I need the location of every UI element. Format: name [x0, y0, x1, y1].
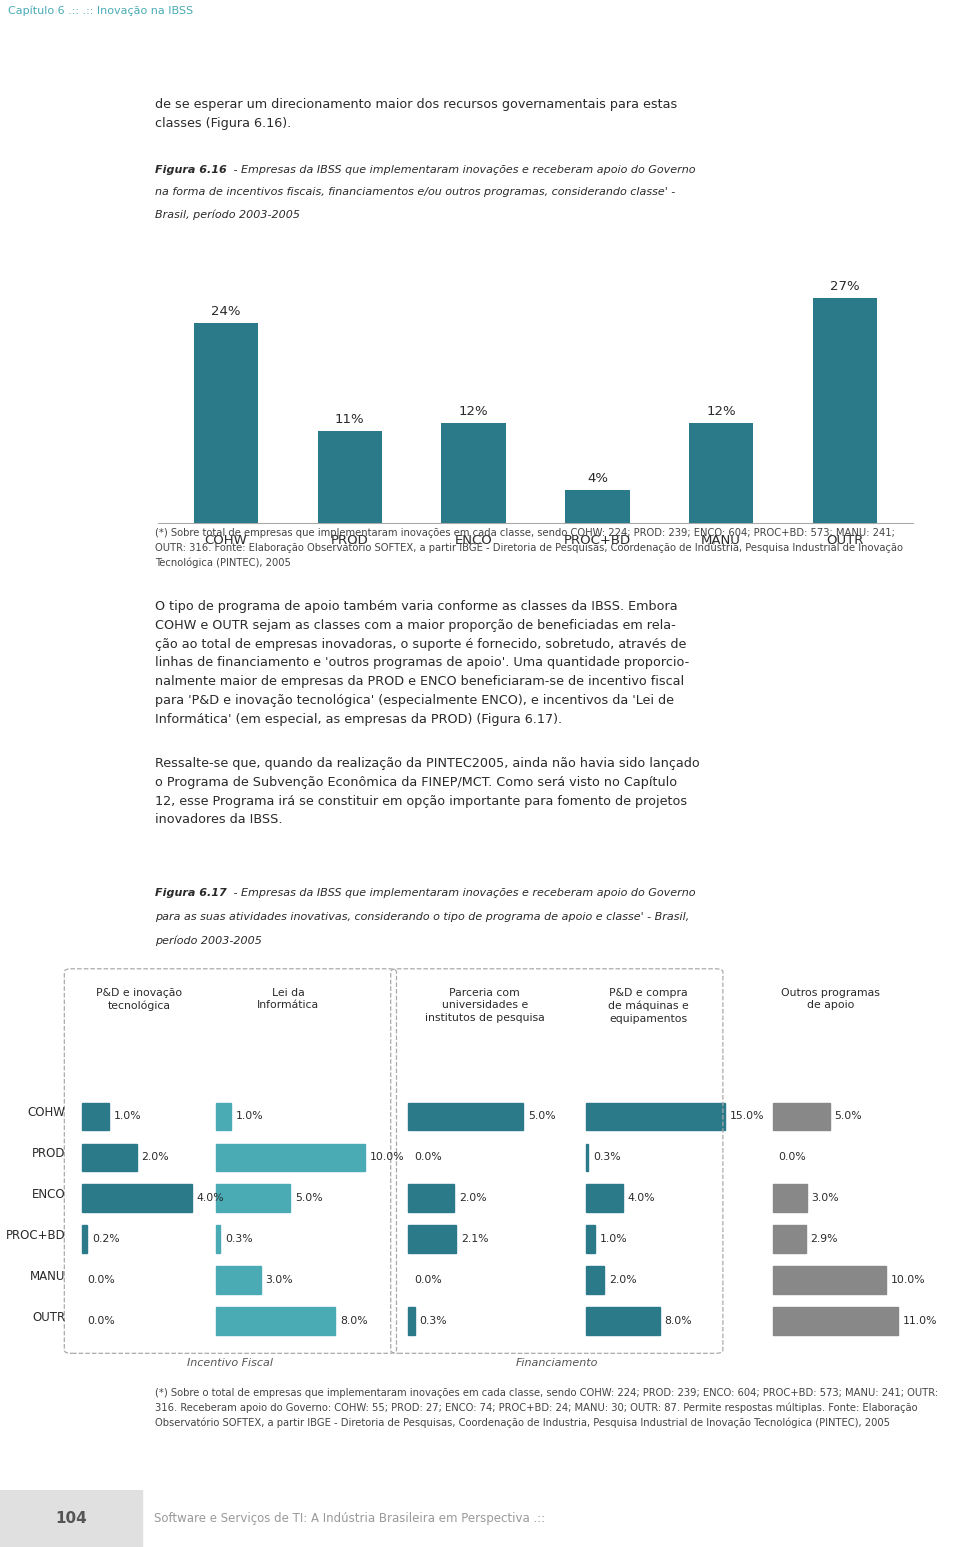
Text: Ressalte-se que, quando da realização da PINTEC2005, ainda não havia sido lançad: Ressalte-se que, quando da realização da… [155, 756, 700, 826]
Text: P&D e compra
de máquinas e
equipamentos: P&D e compra de máquinas e equipamentos [608, 987, 688, 1024]
Text: Figura 6.16: Figura 6.16 [155, 166, 227, 175]
Text: Parceria com
universidades e
institutos de pesquisa: Parceria com universidades e institutos … [425, 987, 544, 1023]
Text: 0.3%: 0.3% [593, 1153, 621, 1162]
Text: Outros programas
de apoio: Outros programas de apoio [781, 987, 879, 1010]
Bar [408, 1103, 523, 1129]
Bar [216, 1267, 260, 1293]
Text: 1.0%: 1.0% [114, 1111, 142, 1122]
Bar [216, 1103, 230, 1129]
Text: 0.0%: 0.0% [414, 1275, 442, 1286]
Text: 12%: 12% [459, 405, 489, 418]
Text: 1.0%: 1.0% [600, 1235, 627, 1244]
Text: 2.0%: 2.0% [609, 1275, 636, 1286]
Bar [216, 1143, 365, 1171]
Text: para as suas atividades inovativas, considerando o tipo de programa de apoio e c: para as suas atividades inovativas, cons… [155, 911, 689, 922]
Text: Figura 6.17: Figura 6.17 [155, 888, 227, 897]
Text: 10.0%: 10.0% [370, 1153, 404, 1162]
Text: período 2003-2005: período 2003-2005 [155, 936, 262, 947]
Bar [813, 299, 877, 523]
Text: na forma de incentivos fiscais, financiamentos e/ou outros programas, consideran: na forma de incentivos fiscais, financia… [155, 187, 675, 198]
Text: 2.9%: 2.9% [810, 1235, 838, 1244]
Text: 8.0%: 8.0% [664, 1316, 692, 1326]
Bar [773, 1267, 886, 1293]
Text: Capítulo 6 .:: .:: Inovação na IBSS: Capítulo 6 .:: .:: Inovação na IBSS [8, 6, 193, 17]
Text: P&D e inovação
tecnológica: P&D e inovação tecnológica [96, 987, 182, 1012]
Text: 8.0%: 8.0% [340, 1316, 368, 1326]
Text: 11.0%: 11.0% [902, 1316, 937, 1326]
Bar [82, 1225, 87, 1253]
Text: 2.0%: 2.0% [459, 1193, 487, 1204]
Bar [773, 1185, 806, 1211]
Text: 10.0%: 10.0% [891, 1275, 925, 1286]
Text: (*) Sobre o total de empresas que implementaram inovações em cada classe, sendo : (*) Sobre o total de empresas que implem… [155, 1388, 938, 1428]
Bar [408, 1225, 456, 1253]
Bar [586, 1267, 604, 1293]
Text: 5.0%: 5.0% [296, 1193, 323, 1204]
Text: (*) Sobre total de empresas que implementaram inovações em cada classe, sendo CO: (*) Sobre total de empresas que implemen… [155, 528, 903, 568]
Text: 0.3%: 0.3% [420, 1316, 447, 1326]
Text: COHW: COHW [28, 1106, 65, 1118]
Bar [586, 1143, 588, 1171]
Bar [773, 1225, 805, 1253]
Text: 0.0%: 0.0% [87, 1316, 115, 1326]
Text: Lei da
Informática: Lei da Informática [257, 987, 319, 1010]
Bar [689, 422, 754, 523]
Bar [586, 1103, 725, 1129]
Text: OUTR: OUTR [32, 1310, 65, 1324]
Bar [216, 1307, 335, 1335]
Text: PROC+BD: PROC+BD [6, 1228, 65, 1242]
Text: - Empresas da IBSS que implementaram inovações e receberam apoio do Governo: - Empresas da IBSS que implementaram ino… [229, 888, 695, 897]
Bar [565, 490, 630, 523]
Text: 0.0%: 0.0% [414, 1153, 442, 1162]
Bar [408, 1185, 454, 1211]
Text: 3.0%: 3.0% [811, 1193, 839, 1204]
Bar [586, 1185, 623, 1211]
Bar [442, 422, 506, 523]
Text: 5.0%: 5.0% [528, 1111, 556, 1122]
Text: 24%: 24% [211, 305, 241, 319]
Bar [586, 1225, 595, 1253]
Bar [216, 1185, 290, 1211]
Text: ENCO: ENCO [32, 1188, 65, 1200]
Bar [194, 323, 258, 523]
Text: O tipo de programa de apoio também varia conforme as classes da IBSS. Embora
COH: O tipo de programa de apoio também varia… [155, 600, 689, 726]
Bar [586, 1307, 660, 1335]
Bar [216, 1225, 221, 1253]
Bar [318, 432, 382, 523]
Text: 11%: 11% [335, 413, 365, 427]
Text: 4.0%: 4.0% [628, 1193, 655, 1204]
Bar [82, 1185, 192, 1211]
Text: 4%: 4% [587, 472, 608, 484]
Text: Incentivo Fiscal: Incentivo Fiscal [187, 1358, 274, 1368]
Text: 1.0%: 1.0% [236, 1111, 263, 1122]
Text: de se esperar um direcionamento maior dos recursos governamentais para estas
cla: de se esperar um direcionamento maior do… [155, 97, 677, 130]
Bar [82, 1103, 109, 1129]
Text: Brasil, período 2003-2005: Brasil, período 2003-2005 [155, 210, 300, 220]
Bar [773, 1307, 898, 1335]
Text: 5.0%: 5.0% [834, 1111, 862, 1122]
Text: 2.1%: 2.1% [461, 1235, 489, 1244]
Bar [0, 1490, 142, 1547]
Text: 2.0%: 2.0% [142, 1153, 169, 1162]
Text: 0.3%: 0.3% [226, 1235, 252, 1244]
Text: 27%: 27% [830, 280, 860, 292]
Text: 104: 104 [55, 1511, 87, 1525]
Text: - Empresas da IBSS que implementaram inovações e receberam apoio do Governo: - Empresas da IBSS que implementaram ino… [229, 166, 695, 175]
Text: 0.2%: 0.2% [92, 1235, 120, 1244]
Text: 3.0%: 3.0% [265, 1275, 293, 1286]
Text: 0.0%: 0.0% [87, 1275, 115, 1286]
Bar [408, 1307, 415, 1335]
Text: 4.0%: 4.0% [197, 1193, 225, 1204]
Text: Financiamento: Financiamento [516, 1358, 598, 1368]
Text: Software e Serviços de TI: A Indústria Brasileira em Perspectiva .::: Software e Serviços de TI: A Indústria B… [154, 1511, 545, 1525]
Text: 12%: 12% [707, 405, 736, 418]
Text: 0.0%: 0.0% [779, 1153, 806, 1162]
Text: 15.0%: 15.0% [730, 1111, 764, 1122]
Bar [82, 1143, 137, 1171]
Text: MANU: MANU [30, 1270, 65, 1282]
Text: PROD: PROD [32, 1146, 65, 1160]
Bar [773, 1103, 829, 1129]
